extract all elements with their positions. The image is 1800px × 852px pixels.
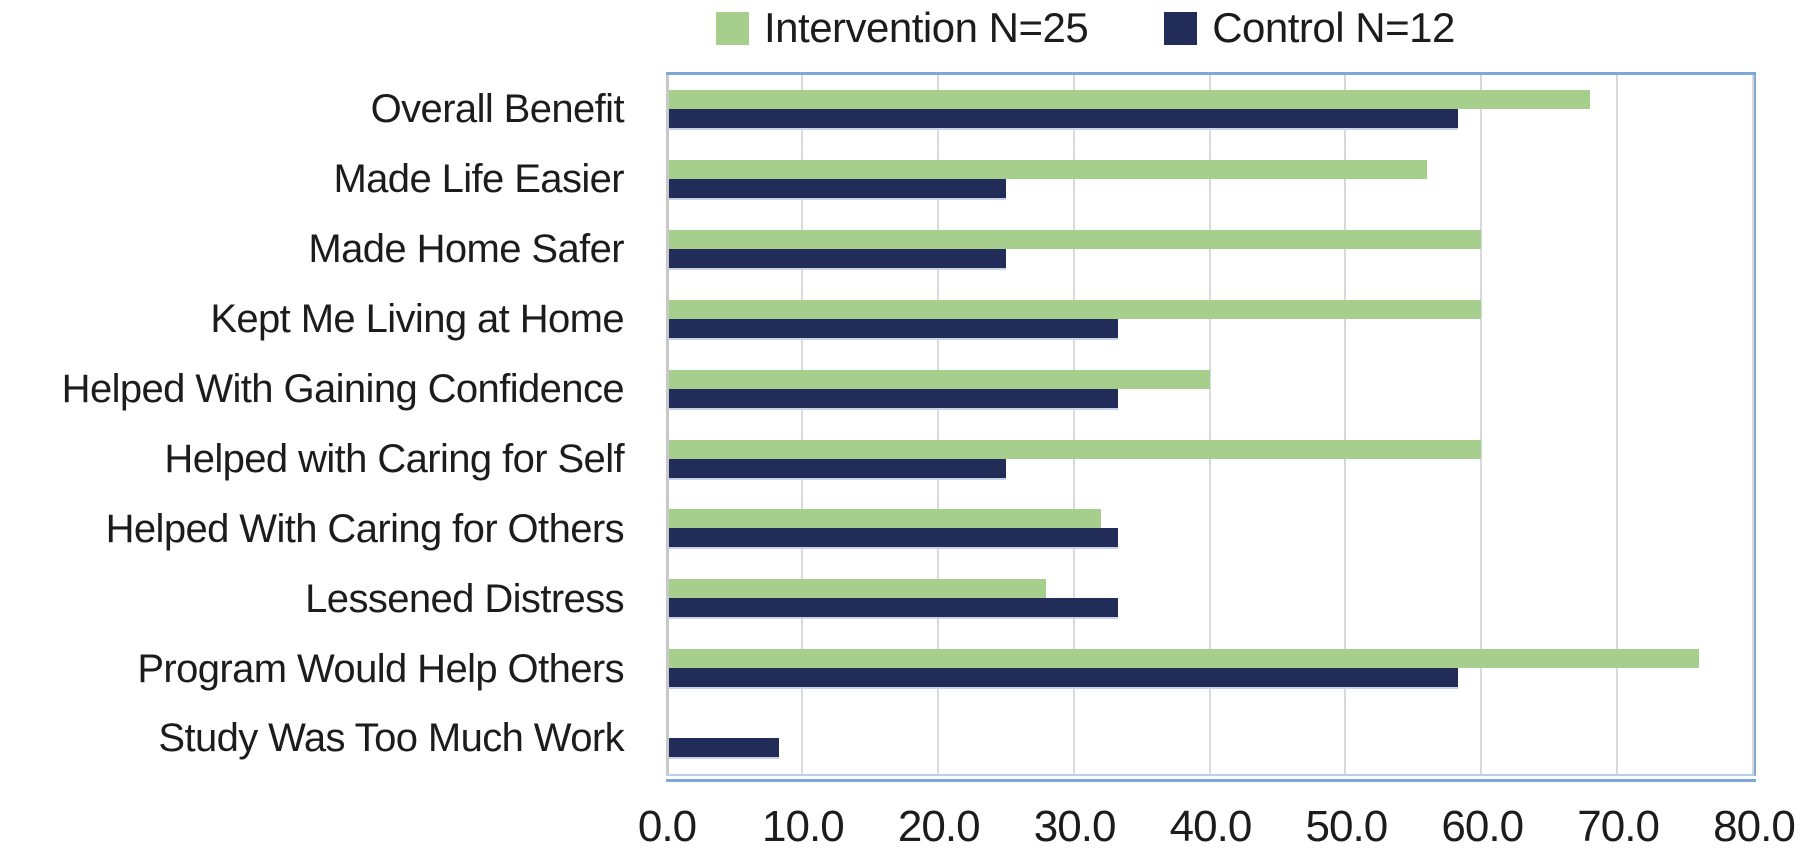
bar-group: [669, 215, 1753, 285]
bar-group: [669, 285, 1753, 355]
bar-control: [669, 598, 1119, 618]
category-label: Helped with Caring for Self: [164, 436, 624, 481]
category-label: Helped With Gaining Confidence: [61, 367, 625, 411]
x-tick-label: 40.0: [1169, 802, 1253, 851]
bar-group: [669, 425, 1753, 495]
bar-intervention: [669, 369, 1210, 389]
category-label: Lessened Distress: [305, 576, 624, 621]
bar-control: [669, 109, 1459, 128]
bar-control: [669, 178, 1006, 198]
category-label: Helped With Caring for Others: [105, 506, 625, 551]
bar-control: [669, 248, 1006, 268]
bar-control: [669, 738, 779, 758]
bar-group: [669, 75, 1753, 145]
bar-intervention: [669, 299, 1482, 319]
bar-intervention: [669, 159, 1427, 179]
gridline: [1208, 75, 1211, 774]
legend-item: Intervention N=25: [716, 4, 1089, 52]
category-label: Kept Me Living at Home: [210, 297, 624, 342]
x-tick-label: 80.0: [1713, 802, 1796, 851]
bar-group: [669, 145, 1753, 215]
gridline: [1344, 75, 1347, 774]
gridline: [800, 75, 803, 774]
bar-intervention: [669, 439, 1482, 459]
bar-control: [669, 318, 1119, 338]
x-tick-label: 10.0: [762, 802, 845, 851]
legend-item: Control N=12: [1164, 4, 1455, 52]
gridline: [1616, 75, 1619, 774]
bar-group: [669, 564, 1753, 634]
category-label: Overall Benefit: [370, 87, 625, 132]
legend-label: Control N=12: [1212, 4, 1455, 51]
y-axis-line: [666, 75, 669, 774]
plot-area: [666, 72, 1756, 782]
chart-legend: Intervention N=25 Control N=12: [716, 4, 1455, 52]
gridline: [1480, 75, 1483, 774]
bar-intervention: [669, 509, 1101, 529]
legend-swatch-icon: [716, 11, 749, 45]
bar-control: [669, 388, 1119, 408]
x-tick-label: 60.0: [1441, 802, 1524, 851]
bar-group: [669, 634, 1753, 704]
bar-group: [669, 355, 1753, 425]
gridline: [936, 75, 939, 774]
x-tick-label: 30.0: [1033, 802, 1117, 851]
category-label: Study Was Too Much Work: [158, 716, 624, 761]
bar-control: [669, 528, 1119, 548]
x-tick-label: 0.0: [637, 802, 697, 851]
gridline: [1072, 75, 1075, 774]
x-tick-label: 50.0: [1305, 802, 1389, 851]
category-axis-labels: Overall Benefit Made Life Easier Made Home…: [0, 75, 646, 774]
x-axis-tick-labels: 0.0 10.0 20.0 30.0 40.0 50.0 60.0 70.0 80.0: [638, 802, 1796, 851]
gridline: [1752, 75, 1754, 774]
bar-intervention: [669, 579, 1047, 599]
x-tick-label: 20.0: [897, 802, 981, 851]
category-label: Made Home Safer: [308, 227, 624, 272]
legend-swatch-icon: [1164, 11, 1198, 45]
category-label: Program Would Help Others: [137, 646, 624, 691]
bar-intervention: [669, 229, 1482, 249]
bar-group: [669, 704, 1753, 774]
x-tick-label: 70.0: [1577, 802, 1660, 851]
bar-intervention: [669, 90, 1590, 109]
chart-outer-bottom-border: [666, 779, 1756, 782]
legend-label: Intervention N=25: [764, 4, 1089, 51]
bar-group: [669, 494, 1753, 564]
category-label: Made Life Easier: [333, 157, 624, 202]
bar-control: [669, 458, 1006, 478]
bar-intervention: [669, 649, 1699, 669]
bar-control: [669, 668, 1459, 688]
